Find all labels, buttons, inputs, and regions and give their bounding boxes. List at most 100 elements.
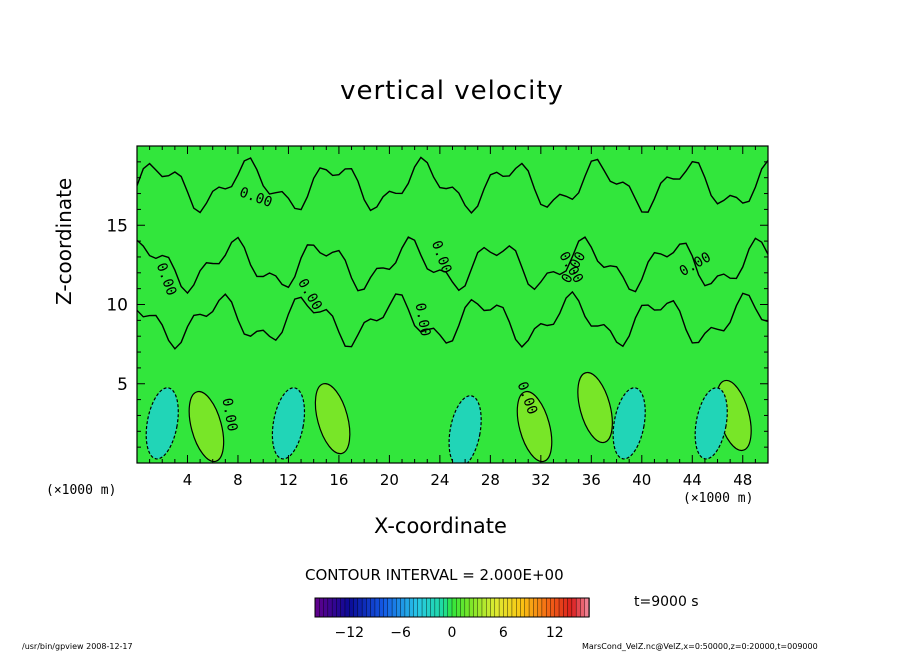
updraft-core	[516, 390, 553, 463]
contour-value-label: 0.00	[412, 302, 434, 338]
colorbar-swatch	[404, 597, 410, 618]
colorbar-swatch	[366, 597, 372, 618]
y-tick-label: 5	[117, 375, 128, 395]
x-tick-label: 40	[632, 471, 651, 489]
colorbar-swatch	[473, 597, 479, 618]
colorbar-swatch	[580, 597, 586, 618]
updraft-core	[188, 390, 225, 463]
colorbar-swatch	[516, 597, 522, 618]
x-tick-label: 8	[233, 471, 243, 489]
downdraft-core	[448, 395, 482, 463]
updraft-core	[577, 371, 613, 444]
downdraft-core	[694, 387, 728, 460]
x-axis-unit-left: (×1000 m)	[46, 483, 117, 498]
colorbar-swatch	[357, 597, 363, 618]
colorbar-swatch	[550, 597, 556, 618]
updraft-core	[314, 383, 351, 455]
colorbar-swatch	[541, 597, 547, 618]
colorbar-swatch	[396, 597, 402, 618]
colorbar-swatch	[434, 597, 440, 618]
contour-value-label: 0.00	[218, 397, 240, 433]
x-axis-label: X-coordinate	[374, 514, 507, 538]
colorbar-swatch	[327, 597, 333, 618]
time-label: t=9000 s	[634, 594, 699, 610]
colorbar-swatch	[468, 597, 475, 618]
colorbar-swatch	[460, 597, 466, 618]
colorbar-swatch	[370, 597, 376, 618]
colorbar-swatch	[481, 597, 487, 618]
colorbar-swatch	[507, 597, 513, 618]
colorbar-swatch	[323, 597, 329, 618]
colorbar-swatch	[408, 597, 415, 618]
y-tick-label: 15	[106, 216, 128, 236]
x-tick-label: 12	[279, 471, 298, 489]
colorbar-swatch	[528, 597, 535, 618]
colorbar-swatch	[319, 597, 325, 618]
colorbar-swatch	[353, 597, 359, 618]
downdraft-core	[271, 387, 306, 460]
contour-labels: 0.000.00 0.00 0.000.000.000.000.000.00 0.00	[153, 184, 714, 432]
colorbar-swatch	[349, 597, 355, 618]
colorbar-swatch	[533, 597, 539, 618]
colorbar-tick-label: 0	[448, 625, 457, 641]
colorbar-swatch	[511, 597, 517, 618]
colorbar-tick-label: 6	[499, 625, 508, 641]
x-tick-label: 32	[531, 471, 550, 489]
colorbar-swatch	[545, 597, 552, 618]
colorbar-swatch	[344, 597, 350, 618]
x-tick-label: 4	[183, 471, 193, 489]
zero-contour-line	[137, 236, 768, 295]
x-tick-label: 28	[481, 471, 500, 489]
colorbar-swatch	[400, 597, 406, 618]
colorbar-swatch	[413, 597, 419, 618]
colorbar-swatch	[558, 597, 565, 618]
colorbar-swatch	[520, 597, 526, 618]
zero-contour-line	[137, 290, 768, 350]
colorbar-swatch	[490, 597, 496, 618]
colorbar-swatch	[524, 597, 530, 618]
colorbar-swatch	[447, 597, 453, 618]
x-axis-unit-right: (×1000 m)	[683, 491, 754, 506]
downdraft-core	[612, 387, 646, 460]
x-tick-label: 24	[430, 471, 449, 489]
colorbar-swatch	[503, 597, 509, 618]
colorbar-swatch	[340, 597, 346, 618]
colorbar-swatch	[336, 597, 342, 618]
colorbar-swatch	[331, 597, 338, 618]
colorbar-swatch	[554, 597, 560, 618]
plot-background	[137, 146, 768, 463]
colorbar-tick-label: −6	[390, 625, 411, 641]
contour-interval-label: CONTOUR INTERVAL = 2.000E+00	[305, 566, 564, 584]
colorbar-swatch	[464, 597, 470, 618]
colorbar-swatch	[417, 597, 423, 618]
colorbar-swatch	[494, 597, 500, 618]
colorbar-swatch	[391, 597, 398, 618]
colorbar-swatch	[498, 597, 505, 618]
downdraft-core	[145, 387, 179, 460]
colorbar-swatch	[563, 597, 569, 618]
colorbar-swatch	[430, 597, 436, 618]
plot-area	[137, 146, 768, 463]
colorbar-swatch	[379, 597, 385, 618]
colorbar-swatch	[421, 597, 428, 618]
colorbar-swatch	[567, 597, 573, 618]
colorbar-swatch	[361, 597, 368, 618]
footer-command: /usr/bin/gpview 2008-12-17	[22, 642, 133, 651]
chart-title: vertical velocity	[340, 76, 564, 106]
colorbar-swatch	[486, 597, 492, 618]
colorbar-border	[314, 597, 590, 618]
colorbar-swatch	[383, 597, 389, 618]
y-tick-label: 10	[106, 296, 128, 316]
colorbar-swatch	[537, 597, 543, 618]
colorbar-swatch	[477, 597, 483, 618]
colorbar-swatch	[438, 597, 445, 618]
footer-source: MarsCond_VelZ.nc@VelZ,x=0:50000,z=0:2000…	[582, 642, 818, 651]
colorbar-swatch	[387, 597, 393, 618]
colorbar-swatch	[314, 597, 320, 618]
colorbar: −12 −6 0 6 12	[314, 597, 590, 641]
colorbar-swatch	[575, 597, 582, 618]
x-tick-label: 36	[582, 471, 601, 489]
colorbar-tick-label: 12	[546, 625, 564, 641]
